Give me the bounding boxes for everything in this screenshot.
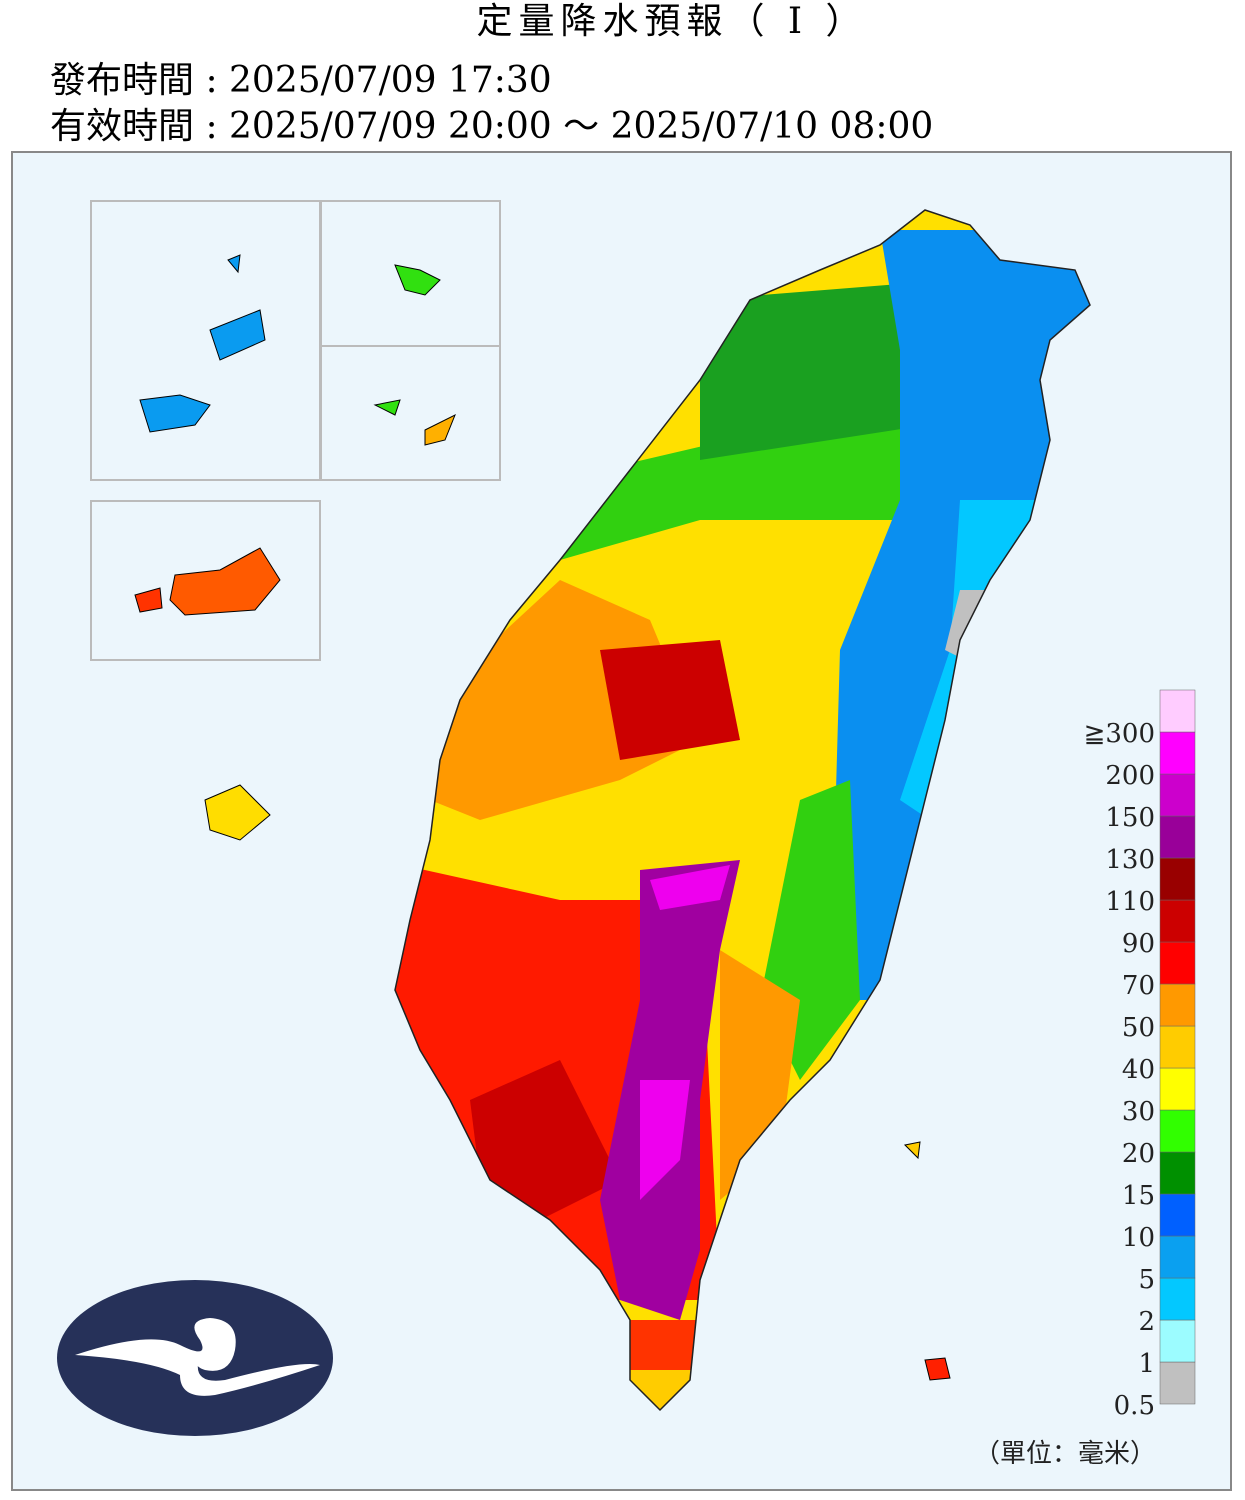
legend-label: 70 bbox=[1122, 971, 1155, 1001]
legend-label: 30 bbox=[1122, 1097, 1155, 1127]
legend-label: 10 bbox=[1122, 1223, 1155, 1253]
legend-swatch bbox=[1159, 1319, 1196, 1363]
legend-swatch bbox=[1159, 1193, 1196, 1237]
unit-label: （單位：毫米） bbox=[974, 1439, 1156, 1469]
legend-swatch bbox=[1159, 1151, 1196, 1195]
legend-label: 5 bbox=[1138, 1265, 1155, 1295]
legend-swatch bbox=[1159, 941, 1196, 985]
taiwan-outline bbox=[394, 209, 1091, 1412]
legend-swatch bbox=[1159, 1067, 1196, 1111]
legend-label: 0.5 bbox=[1114, 1391, 1155, 1421]
legend-label: 2 bbox=[1138, 1307, 1155, 1337]
legend-label: 1 bbox=[1138, 1349, 1155, 1379]
legend-label: 15 bbox=[1122, 1181, 1155, 1211]
legend-label: 20 bbox=[1122, 1139, 1155, 1169]
islands bbox=[134, 254, 951, 1381]
legend-label: 40 bbox=[1122, 1055, 1155, 1085]
valid-time: 有效時間 : 2025/07/09 20:00 ～ 2025/07/10 08:… bbox=[50, 106, 933, 147]
legend-label: ≧300 bbox=[1084, 719, 1155, 749]
title: 定量降水預報（ I ） bbox=[476, 1, 867, 42]
legend-label: 200 bbox=[1105, 761, 1155, 791]
legend-swatch bbox=[1159, 899, 1196, 943]
legend-swatch bbox=[1159, 983, 1196, 1027]
legend-swatch bbox=[1159, 1025, 1196, 1069]
legend-swatch bbox=[1159, 773, 1196, 817]
legend-swatch bbox=[1159, 1109, 1196, 1153]
legend: 0.5 1 2 5 10 15 20 30 40 50 70 90 110 130 150 200 ≧300 bbox=[1084, 689, 1196, 1421]
issued-time: 發布時間 : 2025/07/09 17:30 bbox=[50, 60, 552, 101]
legend-label: 150 bbox=[1105, 803, 1155, 833]
legend-swatch bbox=[1159, 731, 1196, 775]
legend-swatch bbox=[1159, 857, 1196, 901]
inset-boxes bbox=[90, 200, 501, 661]
legend-swatch bbox=[1159, 1235, 1196, 1279]
legend-swatch bbox=[1159, 815, 1196, 859]
legend-label: 50 bbox=[1122, 1013, 1155, 1043]
legend-label: 110 bbox=[1105, 887, 1155, 917]
legend-label: 130 bbox=[1105, 845, 1155, 875]
legend-swatch bbox=[1159, 1361, 1196, 1405]
legend-swatch bbox=[1159, 1277, 1196, 1321]
legend-swatch bbox=[1159, 689, 1196, 733]
cwa-logo bbox=[57, 1280, 333, 1436]
legend-label: 90 bbox=[1122, 929, 1155, 959]
